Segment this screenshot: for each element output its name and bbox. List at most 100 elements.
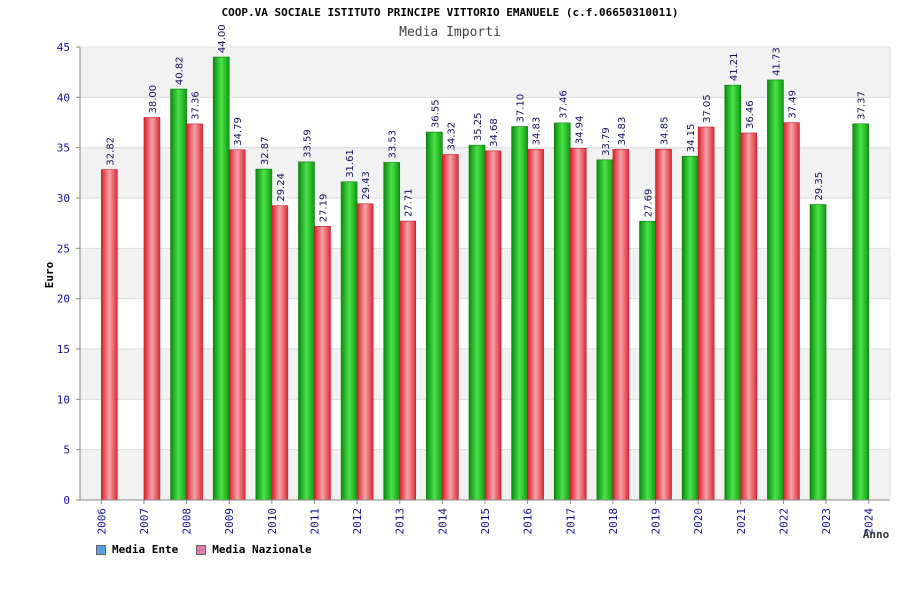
legend-label-ente: Media Ente bbox=[112, 543, 179, 556]
axes: 0 5 10 15 20 25 30 35 40 45 Euro Anno 2006 2007 2008 20… bbox=[43, 41, 891, 541]
data-label: 37.36 bbox=[191, 91, 202, 120]
bar-nazionale bbox=[783, 122, 800, 501]
x-tick-label: 2006 bbox=[95, 508, 108, 535]
data-label: 29.24 bbox=[276, 173, 287, 202]
bar-nazionale bbox=[612, 149, 630, 501]
legend: Media Ente Media Nazionale bbox=[96, 543, 312, 556]
data-label: 37.49 bbox=[787, 90, 798, 119]
legend-label-nazionale: Media Nazionale bbox=[212, 543, 312, 556]
bar-ente bbox=[852, 123, 869, 501]
data-label: 33.59 bbox=[302, 129, 313, 158]
data-label: 27.19 bbox=[318, 194, 329, 223]
data-label: 41.73 bbox=[771, 47, 782, 76]
bar-ente bbox=[468, 144, 486, 501]
bar-ente bbox=[383, 162, 401, 501]
bar-nazionale bbox=[655, 148, 672, 501]
y-tick-label: 35 bbox=[57, 142, 70, 155]
bar-nazionale bbox=[399, 220, 417, 501]
legend-swatch-nazionale bbox=[196, 544, 207, 555]
bar-ente bbox=[426, 131, 443, 501]
y-axis-title: Euro bbox=[43, 261, 56, 288]
data-label: 40.82 bbox=[175, 56, 186, 85]
bar-ente bbox=[809, 204, 827, 501]
chart-subtitle: Media Importi bbox=[399, 25, 501, 40]
data-label: 31.61 bbox=[345, 149, 356, 178]
bar-nazionale bbox=[101, 169, 118, 501]
bar-nazionale bbox=[228, 149, 246, 501]
x-tick-label: 2018 bbox=[607, 508, 620, 535]
data-label: 37.37 bbox=[857, 91, 868, 120]
data-label: 34.83 bbox=[617, 117, 628, 146]
bar-ente bbox=[767, 79, 784, 501]
bar-ente bbox=[553, 122, 571, 501]
y-tick-label: 10 bbox=[57, 393, 70, 406]
bar-ente bbox=[724, 84, 742, 501]
x-tick-label: 2013 bbox=[394, 508, 407, 535]
x-tick-label: 2020 bbox=[692, 508, 705, 535]
data-label: 37.05 bbox=[702, 94, 713, 123]
bar-nazionale bbox=[740, 132, 758, 501]
bar-nazionale bbox=[484, 150, 502, 501]
bar-ente bbox=[596, 159, 614, 501]
data-label: 44.00 bbox=[217, 24, 228, 53]
y-tick-label: 20 bbox=[57, 293, 70, 306]
data-label: 34.83 bbox=[532, 117, 543, 146]
x-tick-label: 2014 bbox=[436, 508, 449, 535]
data-label: 33.53 bbox=[388, 130, 399, 159]
x-tick-label: 2017 bbox=[564, 508, 577, 535]
data-label: 34.15 bbox=[686, 124, 697, 153]
legend-item-nazionale: Media Nazionale bbox=[196, 543, 312, 556]
y-tick-label: 15 bbox=[57, 343, 70, 356]
data-label: 38.00 bbox=[148, 85, 159, 114]
bar-ente bbox=[639, 220, 656, 501]
data-label: 29.43 bbox=[361, 171, 372, 200]
x-tick-label: 2019 bbox=[650, 508, 663, 535]
bar-nazionale bbox=[314, 225, 331, 501]
x-tick-label: 2015 bbox=[479, 508, 492, 535]
bar-ente bbox=[681, 155, 699, 501]
y-tick-label: 40 bbox=[57, 91, 70, 104]
bar-nazionale bbox=[143, 117, 161, 501]
y-tick-label: 25 bbox=[57, 242, 70, 255]
data-label: 34.68 bbox=[489, 118, 500, 147]
x-tick-label: 2009 bbox=[223, 508, 236, 535]
bar-nazionale bbox=[271, 205, 289, 501]
bar-ente bbox=[255, 168, 273, 501]
bar-nazionale bbox=[527, 149, 544, 501]
data-label: 29.35 bbox=[814, 172, 825, 201]
bar-ente bbox=[298, 161, 315, 501]
data-label: 33.79 bbox=[601, 127, 612, 156]
data-label: 37.46 bbox=[558, 90, 569, 119]
data-label: 34.32 bbox=[446, 122, 457, 151]
data-label: 37.10 bbox=[516, 94, 527, 123]
data-label: 41.21 bbox=[729, 53, 740, 82]
data-label: 27.71 bbox=[404, 188, 415, 217]
data-label: 32.82 bbox=[105, 137, 116, 166]
data-label: 35.25 bbox=[473, 113, 484, 142]
bar-nazionale bbox=[442, 154, 459, 501]
data-label: 27.69 bbox=[644, 189, 655, 218]
bar-nazionale bbox=[697, 126, 715, 501]
x-tick-label: 2011 bbox=[308, 508, 321, 535]
data-label: 32.87 bbox=[260, 136, 271, 165]
x-tick-label: 2012 bbox=[351, 508, 364, 535]
x-tick-label: 2022 bbox=[777, 508, 790, 535]
y-tick-label: 0 bbox=[63, 494, 70, 507]
chart-title: COOP.VA SOCIALE ISTITUTO PRINCIPE VITTOR… bbox=[221, 6, 679, 19]
x-axis-title: Anno bbox=[863, 528, 890, 541]
bar-nazionale bbox=[356, 203, 374, 501]
x-tick-label: 2016 bbox=[522, 508, 535, 535]
data-label: 34.79 bbox=[233, 117, 244, 146]
x-tick-label: 2010 bbox=[266, 508, 279, 535]
x-tick-label: 2007 bbox=[138, 508, 151, 535]
bar-ente bbox=[170, 88, 187, 501]
legend-swatch-ente bbox=[96, 544, 106, 555]
x-tick-label: 2021 bbox=[735, 508, 748, 535]
y-tick-label: 45 bbox=[57, 41, 70, 54]
bar-ente bbox=[340, 181, 358, 501]
x-tick-label: 2008 bbox=[181, 508, 194, 535]
data-label: 36.46 bbox=[745, 100, 756, 129]
data-label: 34.85 bbox=[660, 117, 671, 146]
x-tick-label: 2024 bbox=[863, 508, 876, 535]
